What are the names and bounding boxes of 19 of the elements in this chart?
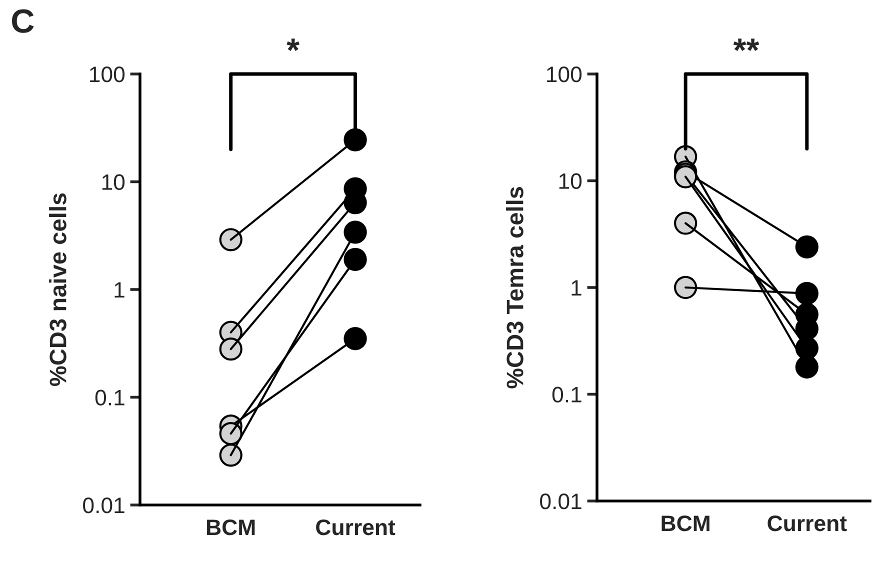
y-tick-label: 10 <box>102 174 125 190</box>
y-axis-title: %CD3 naive cells <box>49 193 66 386</box>
y-tick-label: 0.1 <box>552 386 582 403</box>
y-tick-label: 0.1 <box>95 390 124 406</box>
y-tick-label: 0.01 <box>540 494 582 510</box>
x-tick-label: BCM <box>662 515 710 532</box>
y-tick-label: 100 <box>90 66 125 82</box>
text: * <box>286 38 300 51</box>
chart-title: C <box>12 9 34 33</box>
x-tick-label: Current <box>316 519 396 536</box>
y-axis-title: %CD3 Temra cells <box>506 186 524 388</box>
x-tick-label: Current <box>768 515 847 532</box>
y-tick-label: 1 <box>572 280 582 296</box>
x-tick-label: BCM <box>207 519 255 536</box>
text: ** <box>733 38 760 51</box>
y-tick-label: 0.01 <box>83 498 124 514</box>
y-tick-label: 100 <box>547 66 582 82</box>
y-tick-label: 1 <box>114 282 124 298</box>
y-tick-label: 10 <box>559 173 582 190</box>
